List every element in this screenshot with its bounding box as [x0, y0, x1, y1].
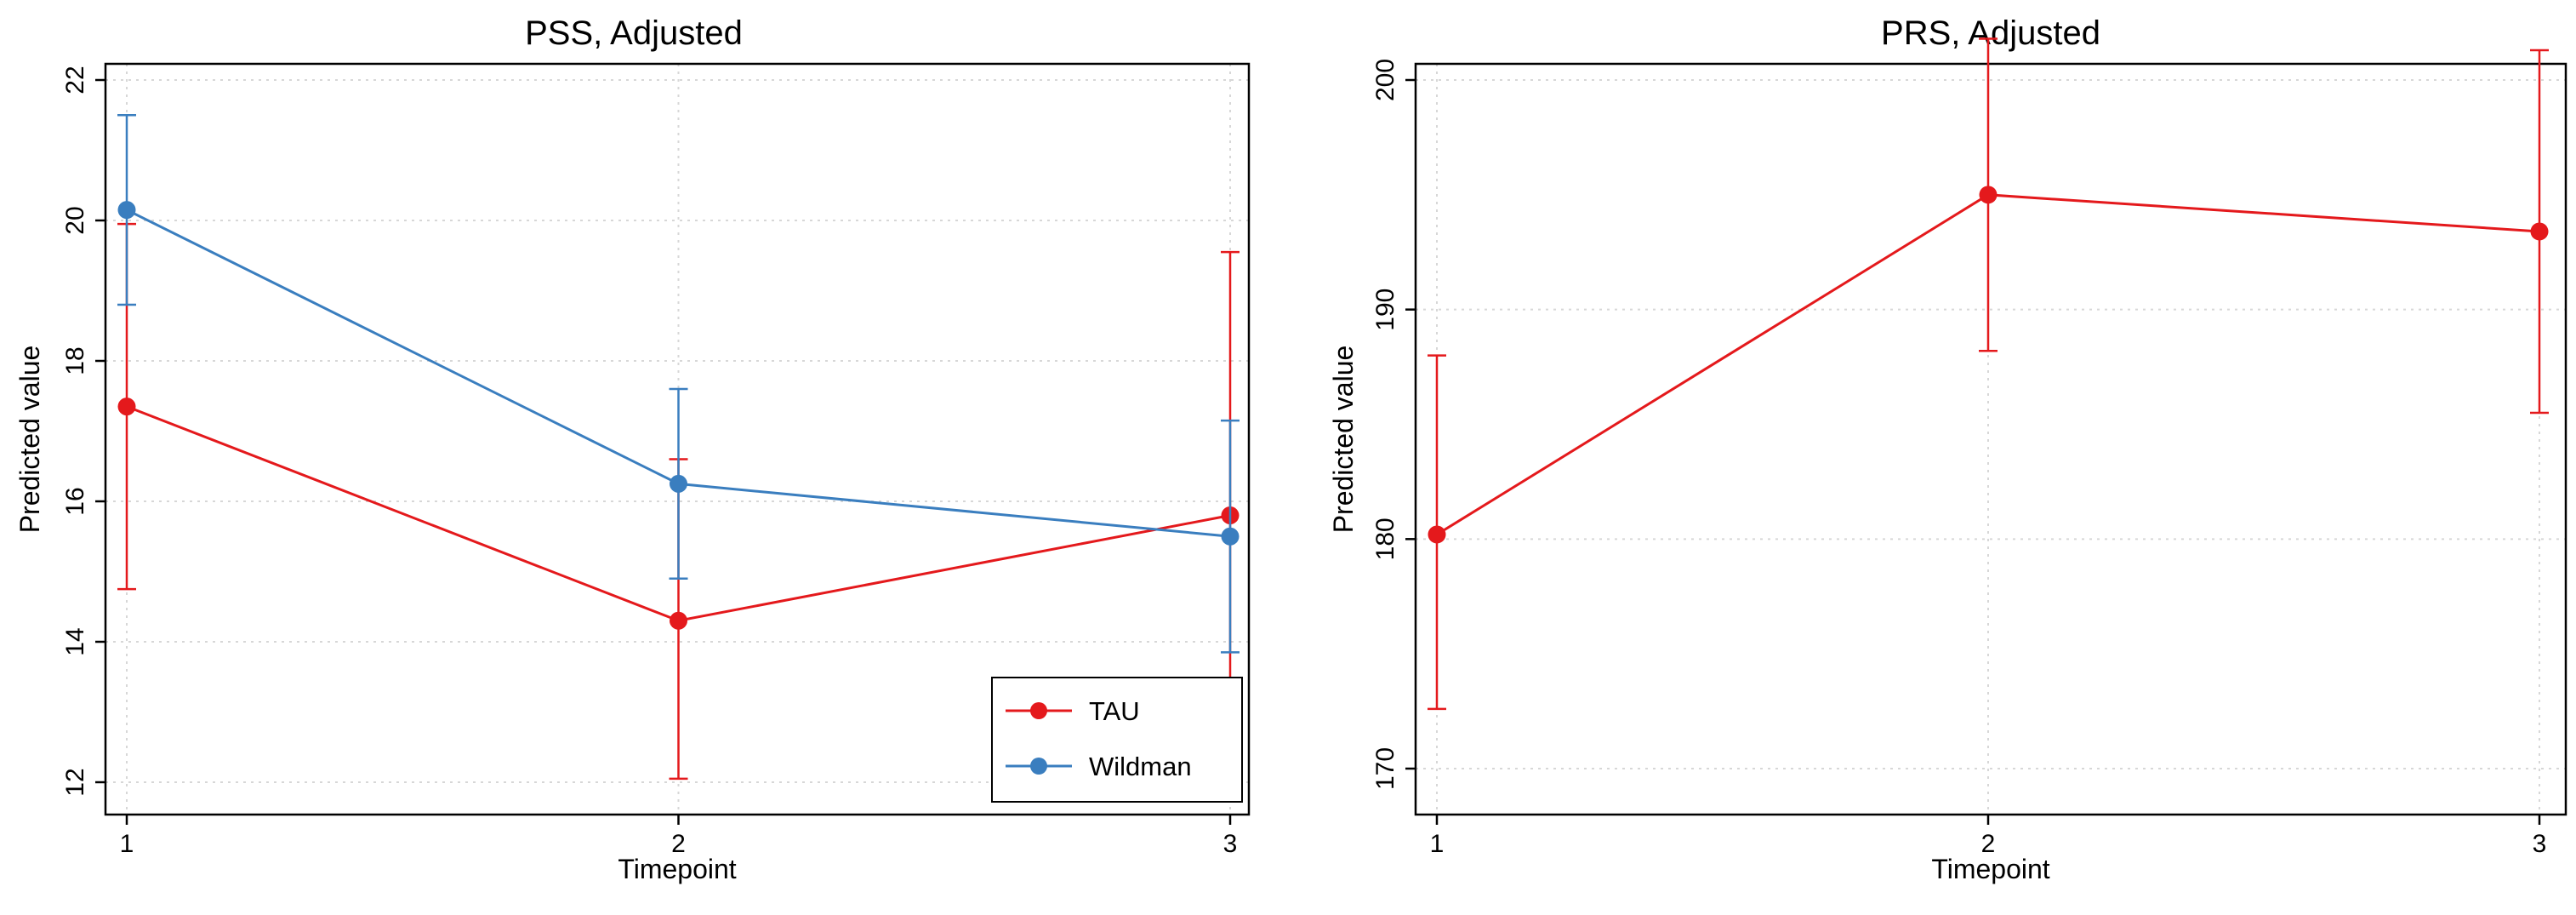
pss-tau-point [670, 611, 687, 630]
pss-x-tick-label: 1 [120, 830, 134, 858]
pss-wildman-point [1221, 527, 1240, 546]
prs-series-1-point [1428, 525, 1446, 544]
legend-wildman-label: Wildman [1089, 752, 1192, 781]
prs-series [1428, 37, 2549, 711]
pss-plot-frame [104, 62, 1251, 816]
prs-y-tick-label: 190 [1371, 289, 1399, 331]
prs-gridlines [1416, 64, 2566, 815]
prs-y-tick-label: 170 [1371, 747, 1399, 790]
prs-y-axis-label: Predicted value [1328, 346, 1359, 534]
pss-x-tick-label: 2 [671, 830, 686, 858]
pss-x-tick-label: 3 [1223, 830, 1238, 858]
pss-y-tick-label: 20 [61, 206, 89, 234]
prs-plot-frame [1414, 62, 2567, 816]
pss-y-tick-label: 12 [61, 768, 89, 796]
pss-legend: TAU Wildman [991, 677, 1243, 803]
pss-y-tick-label: 18 [61, 346, 89, 375]
prs-y-tick-label: 180 [1371, 518, 1399, 560]
pss-wildman-point [117, 201, 136, 220]
prs-x-tick-label: 2 [1981, 830, 1996, 858]
pss-x-axis-label: Timepoint [618, 854, 736, 884]
prs-x-tick-label: 3 [2533, 830, 2547, 858]
prs-x-tick-label: 1 [1430, 830, 1445, 858]
pss-series [117, 114, 1240, 781]
legend-tau-swatch-marker [1030, 702, 1047, 719]
prs-series-1-point [1979, 186, 1998, 204]
pss-y-tick-label: 14 [61, 627, 89, 655]
prs-series-1-point [2530, 222, 2549, 241]
pss-tau-point [117, 397, 136, 416]
prs-axis-ticks: 170 180 190 200 1 2 3 [1371, 59, 2546, 858]
prs-series-series-1 [1428, 37, 2549, 711]
prs-y-tick-label: 200 [1371, 59, 1399, 101]
prs-chart-title: PRS, Adjusted [1881, 14, 2100, 52]
pss-wildman-point [670, 474, 687, 493]
prs-x-axis-label: Timepoint [1931, 854, 2049, 884]
pss-y-axis-label: Predicted value [14, 346, 45, 534]
legend-wildman-swatch-marker [1030, 758, 1047, 775]
pss-chart-title: PSS, Adjusted [525, 14, 743, 52]
pss-y-tick-label: 22 [61, 66, 89, 94]
pss-series-wildman [117, 114, 1240, 654]
pss-legend-box [991, 677, 1243, 803]
legend-tau-label: TAU [1089, 696, 1140, 726]
pss-y-tick-label: 16 [61, 487, 89, 515]
